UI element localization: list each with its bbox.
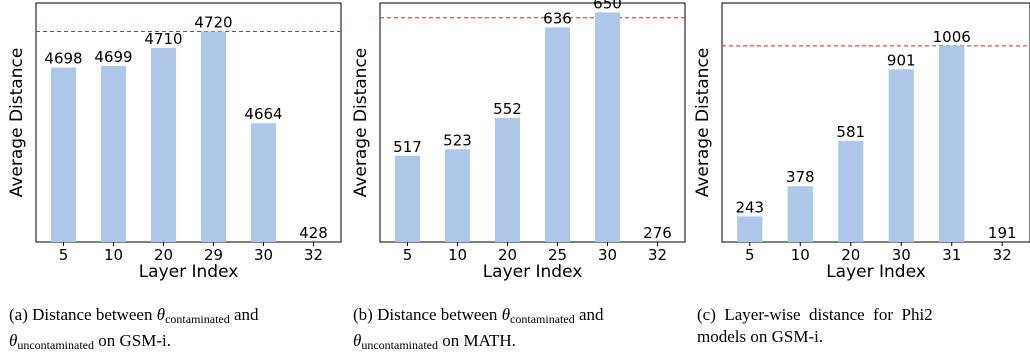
bar [101, 65, 126, 242]
caption-a-sub1: contaminated [165, 312, 230, 326]
x-tick-label: 32 [304, 246, 323, 264]
x-tick-label: 31 [942, 246, 961, 264]
bar [395, 155, 420, 242]
plot-frame [379, 2, 686, 243]
caption-a-prefix: (a) Distance between [9, 305, 157, 324]
bar-value-label: 191 [988, 224, 1017, 242]
x-tick-label: 5 [403, 246, 413, 264]
caption-a-line2: θuncontaminated on GSM-i. [9, 330, 259, 356]
caption-b-theta1: θ [501, 305, 511, 324]
caption-b-mid: and [574, 305, 604, 324]
x-tick-label: 30 [254, 246, 273, 264]
bar-value-label: 4698 [44, 50, 82, 68]
x-tick-label: 32 [648, 246, 667, 264]
bar [939, 45, 965, 242]
x-tick-label: 32 [993, 246, 1012, 264]
caption-b: (b) Distance between θcontaminated and θ… [353, 304, 603, 356]
caption-b-theta2: θ [353, 331, 362, 350]
bar-value-label: 276 [643, 224, 672, 242]
plot-frame [35, 2, 342, 243]
caption-b-prefix: (b) Distance between [353, 305, 502, 324]
bar-value-label: 4720 [194, 14, 232, 32]
x-tick-label: 10 [104, 246, 123, 264]
caption-a-line1: (a) Distance between θcontaminated and [9, 304, 259, 330]
bar [251, 123, 276, 242]
caption-a-theta1: θ [156, 305, 166, 324]
caption-b-line1: (b) Distance between θcontaminated and [353, 304, 603, 330]
x-axis-label: Layer Index [483, 262, 583, 282]
x-tick-label: 20 [841, 246, 860, 264]
x-tick-label: 29 [204, 246, 223, 264]
bar [838, 140, 864, 242]
x-tick-label: 20 [498, 246, 517, 264]
plot-frame [721, 2, 1030, 243]
bar [445, 149, 470, 242]
y-axis-label: Average Distance [693, 48, 713, 198]
caption-a-mid: and [229, 305, 259, 324]
y-axis-label: Average Distance [7, 48, 27, 198]
caption-b-line2: θuncontaminated on MATH. [353, 330, 603, 356]
x-tick-label: 10 [791, 246, 810, 264]
x-tick-label: 5 [59, 246, 69, 264]
x-tick-label: 10 [448, 246, 467, 264]
bar-value-label: 4699 [94, 48, 132, 66]
bar [787, 186, 813, 242]
x-tick-label: 30 [598, 246, 617, 264]
bar [201, 31, 226, 242]
bar-value-label: 517 [393, 138, 422, 156]
bar-value-label: 636 [543, 9, 572, 27]
caption-b-suffix: on MATH. [438, 331, 516, 350]
bar [595, 12, 620, 242]
bar-value-label: 581 [836, 123, 865, 141]
caption-b-sub1: contaminated [510, 312, 575, 326]
bar-value-label: 4664 [244, 105, 282, 123]
bar-value-label: 378 [786, 168, 815, 186]
caption-a-sub2: uncontaminated [17, 338, 94, 352]
x-tick-label: 5 [745, 246, 755, 264]
chart-figure: Average Distance 4698 5 4699 10 4710 20 4720 29 4… [7, 0, 1030, 282]
x-tick-label: 20 [154, 246, 173, 264]
bar [545, 27, 570, 243]
x-axis-label: Layer Index [139, 262, 239, 282]
bar [151, 47, 176, 242]
bar-value-label: 4710 [144, 30, 182, 48]
caption-a-suffix: on GSM-i. [94, 331, 171, 350]
bar-value-label: 901 [887, 51, 916, 69]
caption-a-theta2: θ [9, 331, 18, 350]
bar [737, 216, 763, 242]
bar [51, 67, 76, 242]
caption-c-line2: models on GSM-i. [697, 327, 824, 346]
caption-c-line1: (c) Layer-wise distance for Phi2 [697, 305, 933, 324]
caption-a: (a) Distance between θcontaminated and θ… [9, 304, 259, 356]
bar-value-label: 523 [443, 131, 472, 149]
caption-b-sub2: uncontaminated [361, 338, 438, 352]
bar-value-label: 243 [735, 198, 764, 216]
bar-value-label: 428 [299, 224, 328, 242]
caption-c: (c) Layer-wise distance for Phi2 models … [697, 304, 933, 348]
bar-value-label: 1006 [933, 28, 971, 46]
bar [495, 118, 520, 242]
bar-value-label: 650 [593, 0, 622, 12]
x-tick-label: 25 [548, 246, 567, 264]
x-axis-label: Layer Index [826, 262, 926, 282]
bar-value-label: 552 [493, 100, 522, 118]
x-tick-label: 30 [892, 246, 911, 264]
y-axis-label: Average Distance [351, 48, 371, 198]
bar [888, 69, 914, 243]
